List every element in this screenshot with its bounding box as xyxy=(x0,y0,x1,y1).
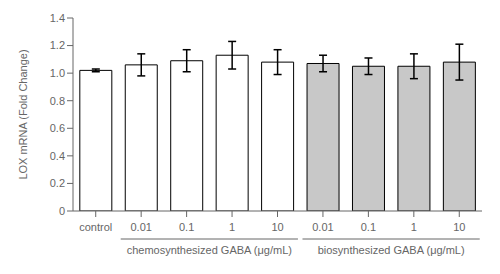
svg-text:10: 10 xyxy=(453,221,465,233)
svg-text:1: 1 xyxy=(411,221,417,233)
svg-text:0.01: 0.01 xyxy=(130,221,151,233)
svg-text:0: 0 xyxy=(59,205,65,217)
svg-text:biosynthesized GABA (μg/mL): biosynthesized GABA (μg/mL) xyxy=(318,244,465,256)
svg-text:LOX mRNA (Fold Change): LOX mRNA (Fold Change) xyxy=(17,49,29,179)
svg-text:control: control xyxy=(79,221,112,233)
svg-text:1: 1 xyxy=(229,221,235,233)
svg-text:0.1: 0.1 xyxy=(361,221,376,233)
svg-text:1.4: 1.4 xyxy=(50,12,65,24)
svg-text:10: 10 xyxy=(271,221,283,233)
svg-text:0.8: 0.8 xyxy=(50,95,65,107)
svg-text:1.0: 1.0 xyxy=(50,67,65,79)
svg-text:0.01: 0.01 xyxy=(312,221,333,233)
svg-text:0.6: 0.6 xyxy=(50,122,65,134)
svg-text:0.2: 0.2 xyxy=(50,177,65,189)
svg-text:0.4: 0.4 xyxy=(50,150,65,162)
svg-text:chemosynthesized GABA (μg/mL): chemosynthesized GABA (μg/mL) xyxy=(127,244,292,256)
svg-text:0.1: 0.1 xyxy=(179,221,194,233)
svg-text:1.2: 1.2 xyxy=(50,39,65,51)
